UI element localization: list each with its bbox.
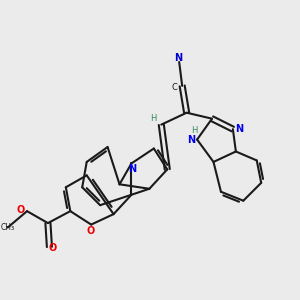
Text: H: H (150, 114, 156, 123)
Text: CH₃: CH₃ (1, 223, 15, 232)
Text: H: H (191, 125, 197, 134)
Text: O: O (86, 226, 94, 236)
Text: O: O (49, 243, 57, 254)
Text: O: O (16, 205, 25, 215)
Text: N: N (236, 124, 244, 134)
Text: N: N (128, 164, 136, 174)
Text: C: C (172, 83, 178, 92)
Text: N: N (187, 135, 195, 145)
Text: N: N (174, 52, 182, 62)
